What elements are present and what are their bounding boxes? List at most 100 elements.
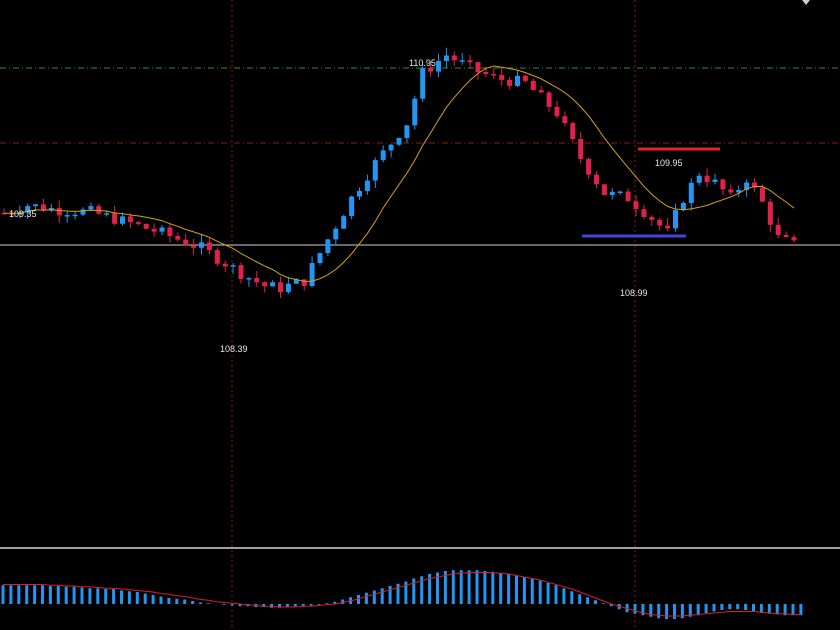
candle-body: [594, 174, 599, 185]
candle-body: [586, 158, 592, 175]
candle-body: [127, 216, 133, 223]
candle-body: [159, 227, 165, 232]
candle-body: [515, 75, 520, 86]
candle-body: [309, 263, 315, 287]
candle-body: [25, 206, 31, 213]
candle-body: [601, 184, 607, 196]
candle-body: [317, 253, 323, 264]
candle-body: [214, 250, 220, 264]
candle-body: [712, 179, 718, 183]
high-label: 110.95: [409, 58, 436, 68]
candle-body: [285, 283, 291, 293]
candle-body: [372, 160, 378, 181]
candle-body: [230, 265, 236, 267]
support-resistance: [582, 147, 720, 238]
candle-body: [246, 278, 252, 280]
candle-body: [325, 239, 331, 254]
macd-panel: [0, 547, 840, 619]
candle-body: [633, 201, 639, 210]
candle-body: [357, 191, 362, 197]
candle-body: [167, 227, 173, 237]
candle-body: [254, 278, 260, 283]
candle-body: [617, 191, 623, 194]
candle-body: [72, 214, 78, 217]
candle-body: [783, 234, 789, 238]
candle-body: [380, 150, 386, 161]
candle-body: [222, 263, 228, 267]
candle-body: [649, 216, 655, 220]
low-label: 108.39: [220, 344, 248, 354]
candle-body: [183, 239, 189, 246]
candle-body: [349, 196, 355, 217]
candle-body: [554, 106, 560, 117]
ma-line: [3, 65, 795, 282]
candle-body: [9, 213, 15, 215]
candle-body: [206, 242, 212, 251]
candlesticks: [1, 47, 797, 298]
candle-body: [767, 201, 773, 225]
candle-body: [64, 215, 70, 217]
candle-body: [238, 265, 244, 279]
left-price-label: 109.35: [9, 209, 37, 219]
candle-body: [688, 182, 694, 203]
candle-body: [736, 189, 742, 193]
candle-body: [436, 61, 441, 72]
candle-body: [364, 180, 370, 192]
candle-body: [704, 175, 710, 183]
candle-body: [278, 282, 283, 293]
candle-body: [522, 75, 528, 81]
candle-body: [56, 208, 62, 216]
candle-body: [420, 68, 426, 99]
candle-body: [443, 55, 449, 62]
candle-body: [759, 187, 765, 202]
candle-body: [499, 74, 505, 80]
candle-body: [507, 79, 513, 86]
candle-body: [341, 216, 347, 229]
moving-average: [3, 65, 795, 282]
candle-body: [151, 228, 157, 232]
candle-body: [41, 204, 46, 211]
candle-body: [467, 60, 473, 63]
chart-grid: [231, 0, 636, 630]
candle-body: [33, 204, 39, 207]
candle-body: [625, 191, 631, 202]
candle-body: [1, 213, 7, 215]
candle-body: [530, 80, 536, 91]
candle-body: [609, 191, 615, 196]
chevron-down-icon[interactable]: [802, 0, 810, 5]
candle-body: [720, 179, 726, 190]
candle-body: [262, 282, 268, 287]
candle-body: [570, 123, 576, 140]
candle-body: [301, 279, 307, 287]
candle-body: [104, 213, 110, 215]
candle-body: [293, 279, 299, 284]
candle-body: [135, 222, 141, 224]
candle-body: [791, 237, 797, 241]
candle-body: [451, 55, 457, 61]
support-label: 108.99: [620, 288, 648, 298]
candle-body: [657, 219, 663, 226]
candle-body: [191, 245, 197, 248]
candle-body: [546, 92, 552, 107]
candle-body: [199, 242, 204, 248]
candle-body: [143, 223, 149, 229]
candle-body: [396, 138, 402, 145]
candle-body: [775, 224, 781, 235]
candle-body: [428, 68, 434, 72]
candle-body: [112, 213, 118, 224]
candle-body: [120, 216, 125, 224]
candle-body: [665, 225, 671, 229]
candle-body: [483, 72, 489, 75]
candle-body: [333, 228, 339, 240]
candle-body: [696, 175, 702, 183]
candle-body: [270, 282, 276, 287]
candle-body: [680, 202, 686, 211]
candle-body: [578, 139, 584, 159]
candle-body: [175, 236, 181, 240]
candle-body: [752, 182, 757, 188]
candle-body: [80, 209, 86, 215]
candle-body: [538, 90, 544, 93]
candle-body: [673, 210, 678, 229]
candle-body: [388, 144, 394, 151]
